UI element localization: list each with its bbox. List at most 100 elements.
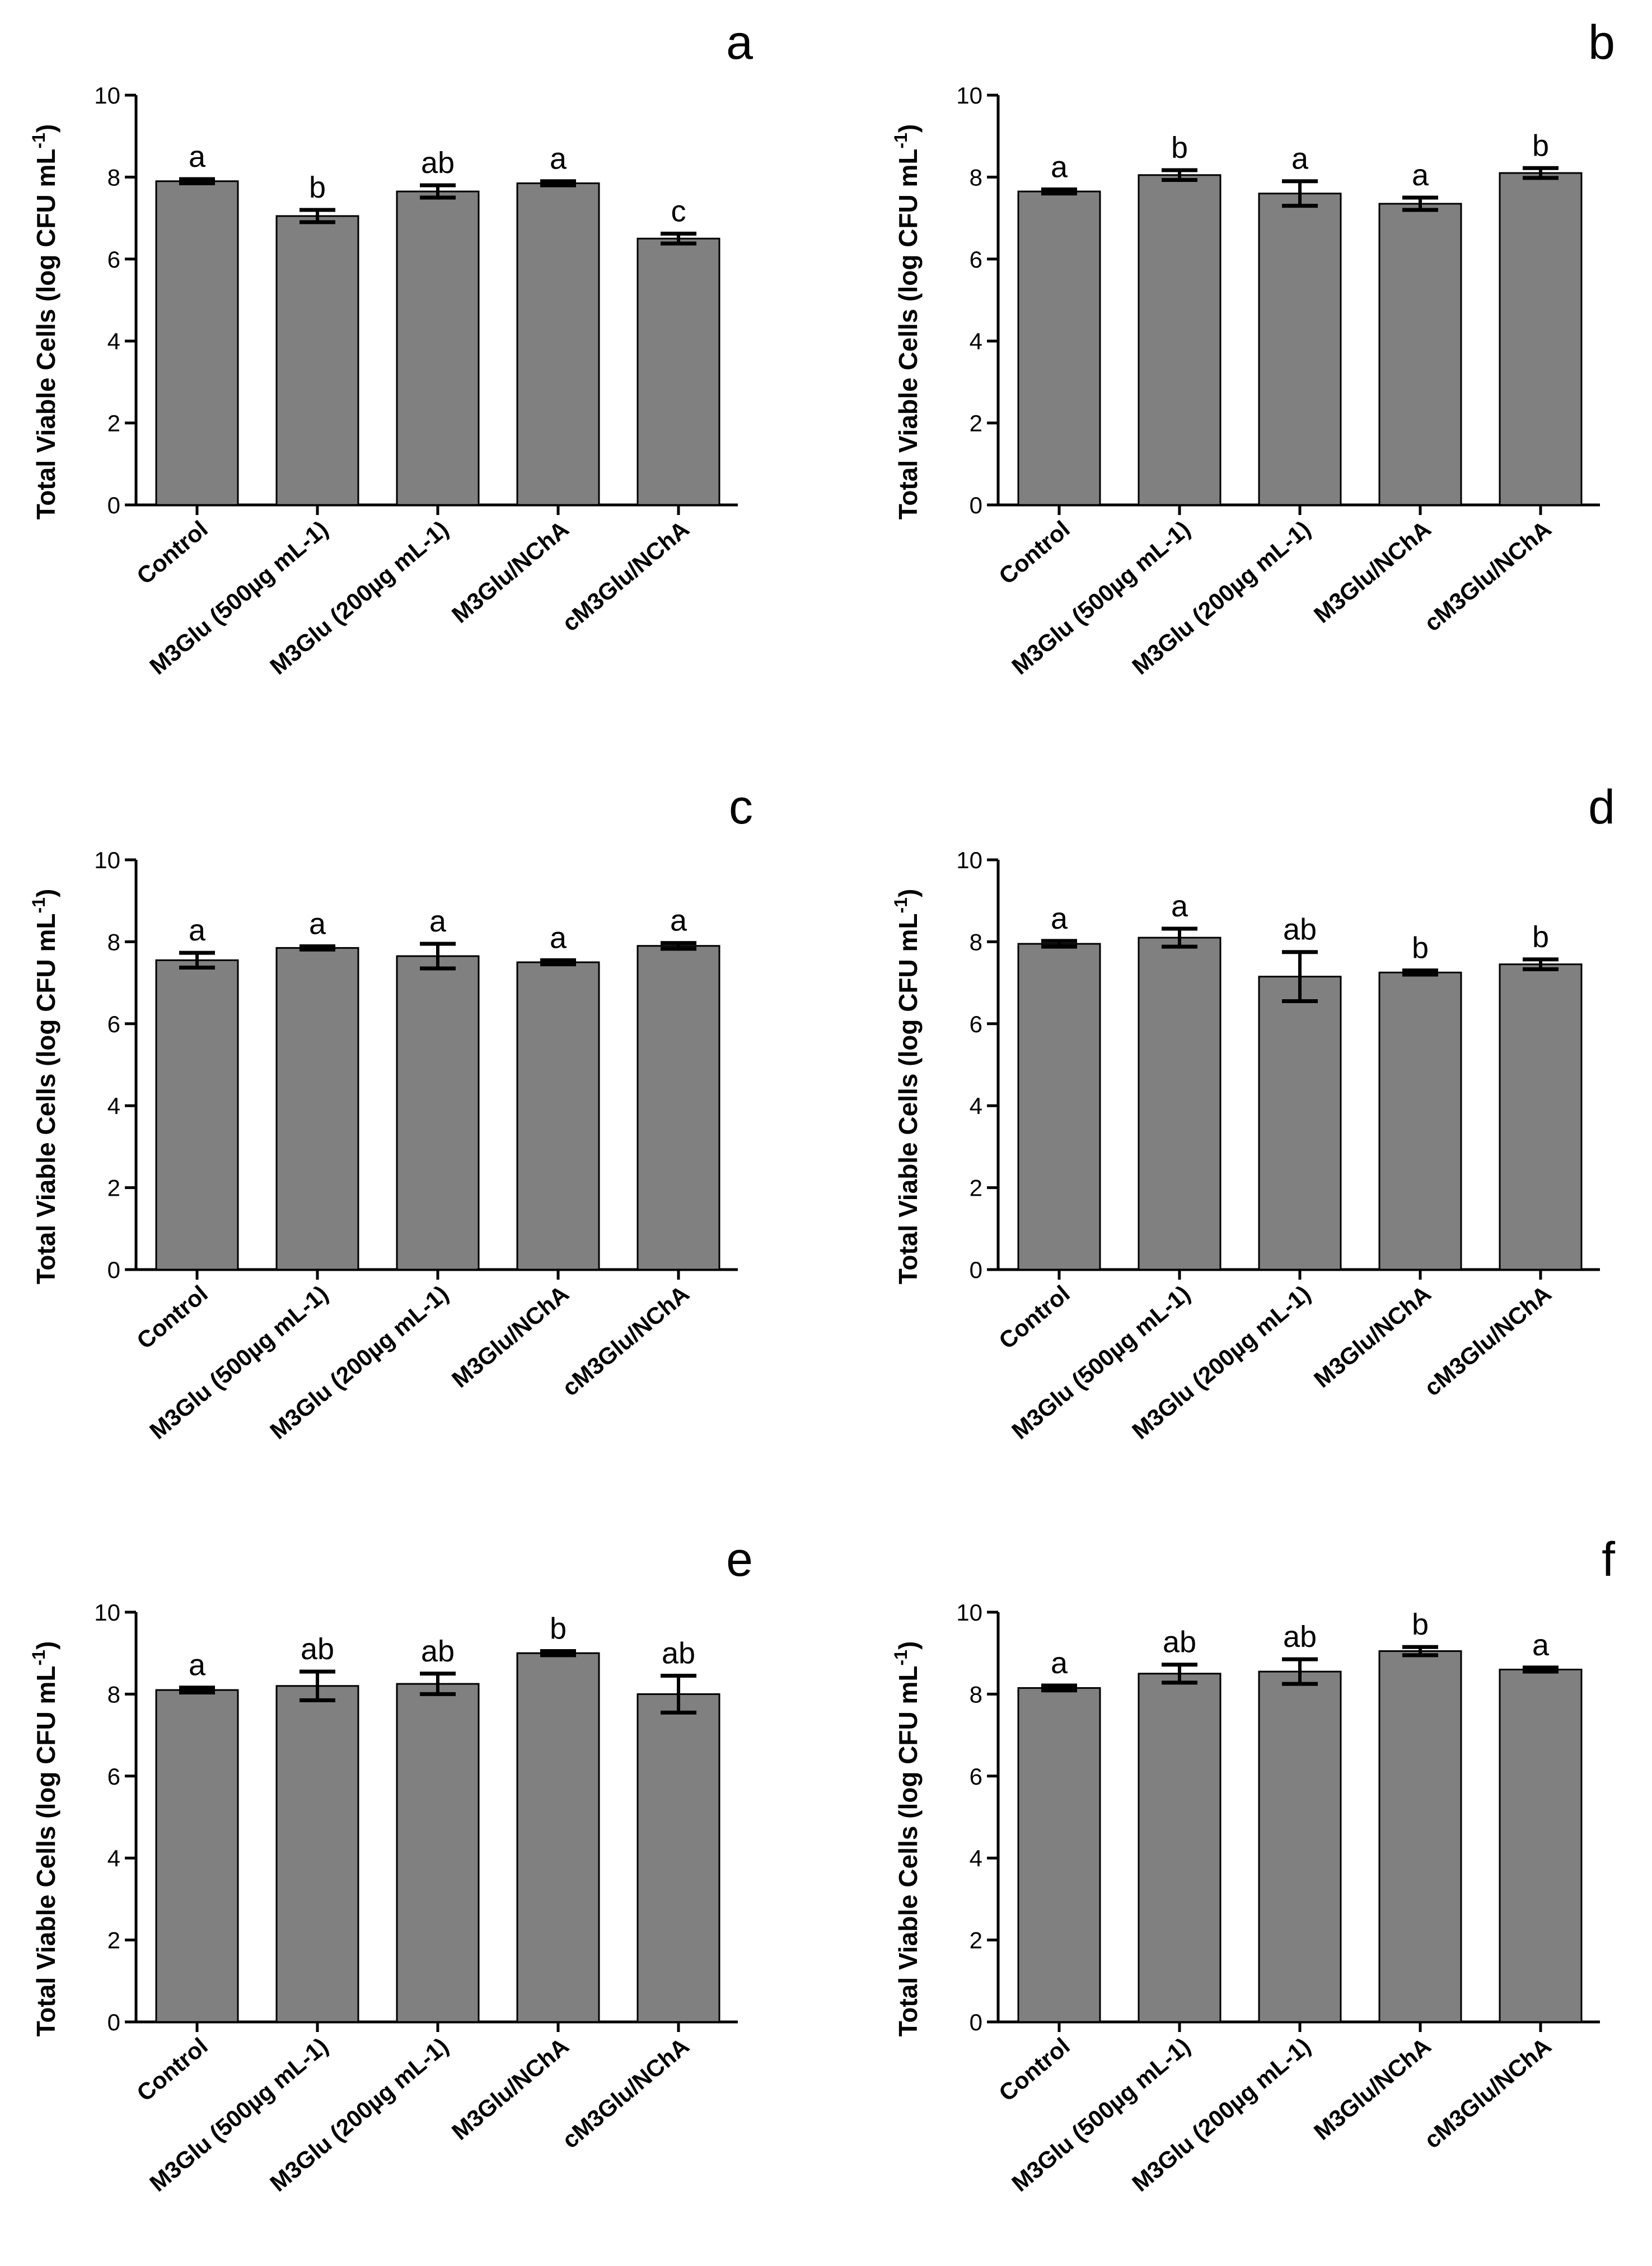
y-tick-label: 10 bbox=[956, 82, 982, 109]
panel-letter: f bbox=[1602, 1533, 1616, 1586]
panel-letter: c bbox=[729, 780, 753, 834]
significance-letter: a bbox=[189, 140, 206, 174]
y-axis-label: Total Viable Cells (log CFU mL-1) bbox=[29, 889, 60, 1285]
y-tick-label: 8 bbox=[970, 1681, 982, 1707]
bar-5 bbox=[637, 237, 720, 506]
bar-3 bbox=[396, 955, 480, 1271]
y-tick-label: 2 bbox=[970, 1927, 982, 1954]
y-tick-label: 10 bbox=[94, 1599, 120, 1626]
significance-letter: ab bbox=[662, 1636, 695, 1670]
chart-panel-d: d Total Viable Cells (log CFU mL-1) 0 2 4 6 8 1… bbox=[891, 780, 1615, 1444]
category-label: M3Glu/NChA bbox=[447, 516, 574, 628]
panel-letter: a bbox=[726, 16, 753, 69]
y-tick-label: 10 bbox=[956, 847, 982, 873]
significance-letter: a bbox=[1051, 1646, 1068, 1680]
significance-letter: ab bbox=[1283, 913, 1317, 947]
bar-4 bbox=[516, 1652, 600, 2023]
bar-5 bbox=[637, 1693, 720, 2023]
y-axis-label: Total Viable Cells (log CFU mL-1) bbox=[891, 889, 923, 1285]
panel-letter: e bbox=[726, 1533, 753, 1586]
y-tick-label: 0 bbox=[970, 1257, 982, 1283]
significance-letter: a bbox=[189, 1649, 206, 1682]
bar-5 bbox=[1499, 172, 1583, 506]
bar-1 bbox=[155, 180, 239, 506]
y-tick-label: 4 bbox=[970, 328, 982, 354]
bar-4 bbox=[516, 182, 600, 506]
significance-letter: ab bbox=[421, 1635, 455, 1668]
chart-panel-c: c Total Viable Cells (log CFU mL-1) 0 2 4 6 8 1… bbox=[29, 780, 753, 1444]
y-tick-label: 4 bbox=[107, 328, 120, 354]
bar-3 bbox=[1258, 976, 1342, 1271]
chart-panel-b: b Total Viable Cells (log CFU mL-1) 0 2 4 6 8 1… bbox=[891, 16, 1615, 680]
category-label: M3Glu/NChA bbox=[447, 2033, 574, 2145]
bar-3 bbox=[1258, 1670, 1342, 2023]
y-tick-label: 10 bbox=[94, 847, 120, 873]
significance-letter: b bbox=[1171, 131, 1188, 165]
category-label: cM3Glu/NChA bbox=[1419, 1280, 1556, 1401]
panel-letter: b bbox=[1588, 16, 1615, 69]
bar-5 bbox=[637, 945, 720, 1271]
significance-letter: a bbox=[1171, 889, 1188, 923]
y-axis-label: Total Viable Cells (log CFU mL-1) bbox=[29, 1641, 60, 2037]
significance-letter: a bbox=[189, 914, 206, 947]
y-tick-label: 0 bbox=[970, 492, 982, 518]
bar-2 bbox=[1138, 937, 1222, 1271]
y-axis-label: Total Viable Cells (log CFU mL-1) bbox=[29, 124, 60, 520]
bar-3 bbox=[1258, 193, 1342, 506]
y-tick-label: 0 bbox=[107, 492, 120, 518]
significance-letter: ab bbox=[1283, 1620, 1317, 1654]
y-tick-label: 6 bbox=[107, 1763, 120, 1790]
category-label: Control bbox=[132, 1280, 213, 1354]
bar-4 bbox=[1378, 971, 1462, 1271]
bar-1 bbox=[155, 1689, 239, 2023]
y-tick-label: 6 bbox=[107, 246, 120, 273]
y-tick-label: 10 bbox=[94, 82, 120, 109]
significance-letter: a bbox=[1412, 158, 1429, 192]
y-tick-label: 6 bbox=[970, 1763, 982, 1790]
panel-letter: d bbox=[1588, 780, 1615, 834]
significance-letter: c bbox=[671, 194, 686, 228]
significance-letter: a bbox=[1051, 150, 1068, 184]
y-tick-label: 8 bbox=[107, 1681, 120, 1707]
bar-4 bbox=[516, 961, 600, 1271]
bar-3 bbox=[396, 1683, 480, 2023]
chart-panel-e: e Total Viable Cells (log CFU mL-1) 0 2 4 6 8 1… bbox=[29, 1533, 753, 2197]
y-tick-label: 8 bbox=[970, 164, 982, 190]
significance-letter: ab bbox=[301, 1632, 334, 1666]
bar-4 bbox=[1378, 1650, 1462, 2023]
y-tick-label: 0 bbox=[970, 2009, 982, 2035]
y-tick-label: 2 bbox=[970, 1175, 982, 1201]
bar-1 bbox=[1017, 190, 1101, 506]
category-label: cM3Glu/NChA bbox=[557, 516, 694, 636]
category-label: Control bbox=[132, 516, 213, 589]
y-tick-label: 4 bbox=[107, 1093, 120, 1119]
bar-2 bbox=[1138, 174, 1222, 506]
significance-letter: a bbox=[550, 142, 567, 176]
significance-letter: b bbox=[1532, 920, 1549, 954]
y-tick-label: 6 bbox=[970, 246, 982, 273]
chart-panel-a: a Total Viable Cells (log CFU mL-1) 0 2 4 6 8 1… bbox=[29, 16, 753, 680]
bar-1 bbox=[1017, 943, 1101, 1271]
significance-letter: a bbox=[1291, 142, 1309, 176]
significance-letter: a bbox=[1532, 1628, 1550, 1662]
significance-letter: b bbox=[1412, 1608, 1429, 1641]
category-label: cM3Glu/NChA bbox=[557, 1280, 694, 1401]
y-axis-label: Total Viable Cells (log CFU mL-1) bbox=[891, 124, 923, 520]
y-tick-label: 4 bbox=[970, 1845, 982, 1871]
significance-letter: ab bbox=[1163, 1626, 1196, 1659]
category-label: M3Glu/NChA bbox=[1309, 1280, 1436, 1393]
category-label: cM3Glu/NChA bbox=[1419, 2033, 1556, 2153]
bar-2 bbox=[275, 1685, 359, 2023]
y-tick-label: 0 bbox=[107, 2009, 120, 2035]
significance-letter: a bbox=[309, 907, 326, 940]
bar-2 bbox=[275, 947, 359, 1271]
significance-letter: b bbox=[309, 171, 326, 204]
significance-letter: a bbox=[429, 905, 447, 938]
y-tick-label: 2 bbox=[107, 1175, 120, 1201]
bar-1 bbox=[155, 959, 239, 1271]
category-label: Control bbox=[994, 516, 1075, 589]
significance-letter: a bbox=[1051, 902, 1068, 935]
significance-letter: a bbox=[550, 921, 567, 954]
y-tick-label: 6 bbox=[970, 1011, 982, 1037]
y-tick-label: 8 bbox=[970, 929, 982, 955]
